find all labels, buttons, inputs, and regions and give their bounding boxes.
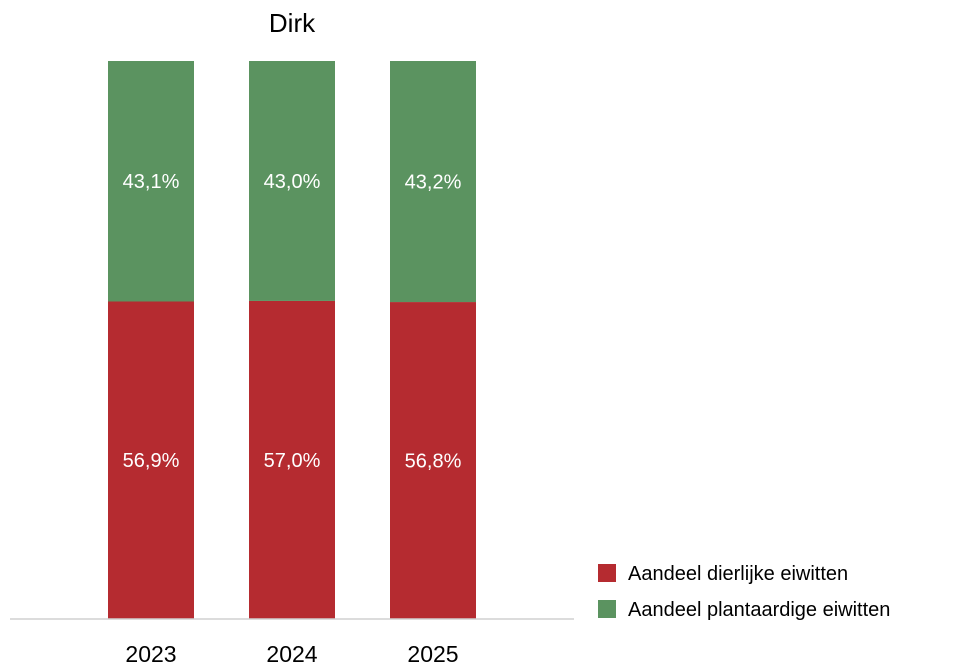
bar-plant-2025 bbox=[390, 61, 476, 303]
bar-animal-2024 bbox=[249, 300, 335, 619]
legend: Aandeel dierlijke eiwitten Aandeel planta… bbox=[598, 563, 890, 621]
legend-swatch-plant bbox=[598, 600, 616, 618]
data-label-animal-2024: 57,0% bbox=[264, 450, 321, 472]
chart-title: Dirk bbox=[269, 8, 316, 38]
bars-group: 56,9% 43,1% 57,0% 43,0% 56,8% 43,2% bbox=[108, 61, 476, 619]
data-label-plant-2025: 43,2% bbox=[405, 172, 462, 194]
x-tick-label-2023: 2023 bbox=[125, 641, 176, 666]
bar-animal-2025 bbox=[390, 302, 476, 619]
x-tick-label-2024: 2024 bbox=[266, 641, 317, 666]
legend-swatch-animal bbox=[598, 564, 616, 582]
x-tick-labels: 2023 2024 2025 bbox=[125, 641, 458, 666]
data-label-plant-2024: 43,0% bbox=[264, 171, 321, 193]
legend-label-plant: Aandeel plantaardige eiwitten bbox=[628, 599, 890, 621]
bar-plant-2023 bbox=[108, 61, 194, 302]
data-label-animal-2025: 56,8% bbox=[405, 451, 462, 473]
x-tick-label-2025: 2025 bbox=[407, 641, 458, 666]
bar-animal-2023 bbox=[108, 301, 194, 619]
legend-label-animal: Aandeel dierlijke eiwitten bbox=[628, 563, 848, 585]
bar-plant-2024 bbox=[249, 61, 335, 301]
data-label-plant-2023: 43,1% bbox=[123, 171, 180, 193]
data-label-animal-2023: 56,9% bbox=[123, 450, 180, 472]
